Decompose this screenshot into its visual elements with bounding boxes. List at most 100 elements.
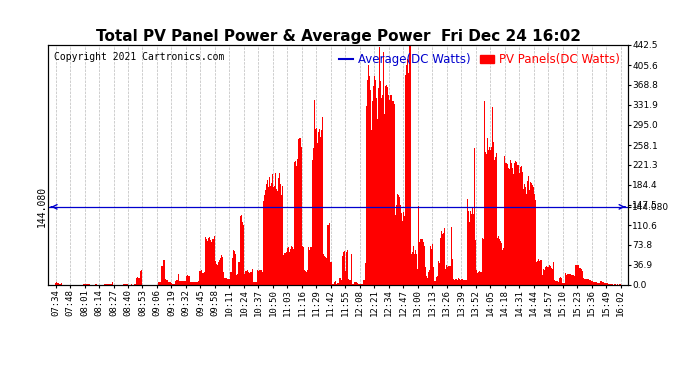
Bar bbox=[172, 284, 173, 285]
Bar bbox=[171, 282, 172, 285]
Bar bbox=[427, 278, 428, 285]
Bar bbox=[366, 106, 367, 285]
Bar bbox=[379, 47, 380, 285]
Bar bbox=[417, 269, 418, 285]
Bar bbox=[454, 280, 455, 285]
Bar bbox=[534, 194, 535, 285]
Bar bbox=[477, 273, 478, 285]
Bar bbox=[478, 272, 479, 285]
Bar bbox=[209, 237, 210, 285]
Bar bbox=[186, 276, 187, 285]
Bar bbox=[249, 273, 250, 285]
Bar bbox=[475, 240, 476, 285]
Legend: Average(DC Watts), PV Panels(DC Watts): Average(DC Watts), PV Panels(DC Watts) bbox=[337, 51, 622, 69]
Bar bbox=[293, 247, 294, 285]
Bar bbox=[57, 284, 58, 285]
Bar bbox=[268, 187, 269, 285]
Bar bbox=[437, 276, 438, 285]
Bar bbox=[260, 270, 261, 285]
Bar bbox=[343, 252, 344, 285]
Bar bbox=[473, 214, 474, 285]
Bar bbox=[105, 284, 106, 285]
Bar bbox=[485, 152, 486, 285]
Bar bbox=[111, 284, 112, 285]
Bar bbox=[333, 284, 334, 285]
Bar bbox=[306, 272, 307, 285]
Bar bbox=[441, 236, 442, 285]
Bar bbox=[498, 236, 499, 285]
Bar bbox=[325, 257, 326, 285]
Bar bbox=[287, 248, 288, 285]
Bar bbox=[546, 268, 547, 285]
Bar bbox=[350, 280, 351, 285]
Bar bbox=[231, 272, 232, 285]
Bar bbox=[338, 283, 339, 285]
Bar bbox=[471, 214, 472, 285]
Bar bbox=[295, 164, 297, 285]
Bar bbox=[362, 284, 363, 285]
Bar bbox=[440, 238, 441, 285]
Bar bbox=[203, 273, 204, 285]
Bar bbox=[220, 258, 221, 285]
Bar bbox=[464, 280, 466, 285]
Bar bbox=[160, 282, 161, 285]
Bar bbox=[388, 95, 389, 285]
Bar bbox=[450, 266, 451, 285]
Bar bbox=[319, 137, 320, 285]
Bar bbox=[557, 280, 558, 285]
Bar bbox=[351, 254, 352, 285]
Bar bbox=[408, 73, 409, 285]
Bar bbox=[480, 272, 481, 285]
Bar bbox=[299, 138, 300, 285]
Bar bbox=[615, 284, 616, 285]
Bar bbox=[134, 284, 135, 285]
Bar bbox=[318, 132, 319, 285]
Bar bbox=[495, 158, 496, 285]
Bar bbox=[558, 282, 559, 285]
Bar bbox=[378, 88, 380, 285]
Bar bbox=[563, 283, 564, 285]
Bar bbox=[522, 174, 524, 285]
Bar bbox=[264, 187, 265, 285]
Bar bbox=[583, 279, 584, 285]
Bar bbox=[197, 282, 198, 285]
Bar bbox=[429, 270, 430, 285]
Bar bbox=[205, 237, 206, 285]
Bar bbox=[458, 278, 459, 285]
Bar bbox=[162, 266, 163, 285]
Bar bbox=[127, 284, 128, 285]
Bar bbox=[603, 282, 604, 285]
Bar bbox=[402, 221, 403, 285]
Bar bbox=[541, 260, 542, 285]
Bar bbox=[423, 242, 424, 285]
Bar bbox=[620, 284, 621, 285]
Bar bbox=[390, 90, 391, 285]
Bar bbox=[237, 262, 239, 285]
Bar bbox=[401, 213, 402, 285]
Bar bbox=[578, 266, 579, 285]
Bar bbox=[415, 250, 416, 285]
Bar bbox=[586, 279, 587, 285]
Bar bbox=[433, 280, 434, 285]
Bar bbox=[587, 279, 588, 285]
Bar bbox=[419, 245, 420, 285]
Bar bbox=[55, 283, 56, 285]
Bar bbox=[371, 129, 372, 285]
Bar bbox=[56, 282, 57, 285]
Bar bbox=[271, 183, 272, 285]
Bar bbox=[580, 268, 581, 285]
Bar bbox=[158, 282, 159, 285]
Bar bbox=[267, 180, 268, 285]
Bar bbox=[564, 282, 565, 285]
Bar bbox=[208, 237, 209, 285]
Bar bbox=[292, 247, 293, 285]
Bar bbox=[222, 257, 223, 285]
Bar bbox=[525, 192, 526, 285]
Bar bbox=[334, 282, 335, 285]
Bar bbox=[198, 281, 199, 285]
Bar bbox=[369, 76, 370, 285]
Bar bbox=[536, 262, 537, 285]
Bar bbox=[516, 162, 517, 285]
Bar bbox=[537, 261, 538, 285]
Bar bbox=[273, 187, 274, 285]
